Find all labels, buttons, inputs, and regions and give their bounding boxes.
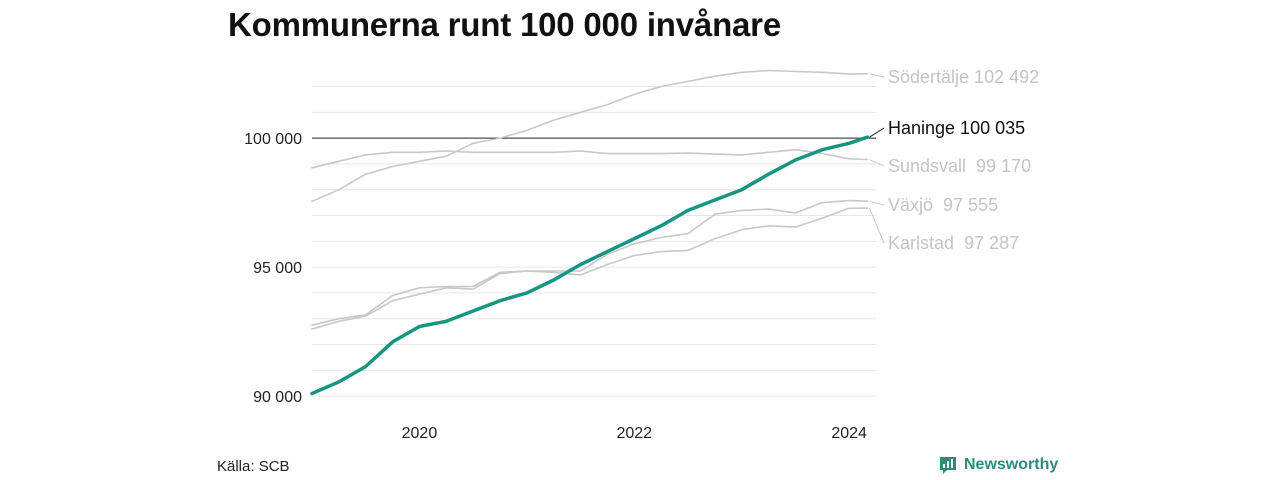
series-label: Haninge 100 035 — [888, 118, 1025, 138]
series-line-växjö — [311, 199, 869, 326]
brand-name: Newsworthy — [964, 456, 1059, 473]
y-tick-label: 100 000 — [244, 131, 302, 148]
series-line-södertälje — [311, 69, 869, 203]
y-tick-label: 90 000 — [253, 389, 302, 406]
series-label: Sundsvall 99 170 — [888, 156, 1031, 176]
series-line-sundsvall — [311, 148, 869, 169]
leader-line — [869, 200, 885, 206]
series-label: Södertälje 102 492 — [888, 67, 1039, 87]
y-tick-label: 95 000 — [253, 260, 302, 277]
series-label: Växjö 97 555 — [888, 195, 998, 215]
leader-line — [869, 159, 885, 167]
source-note: Källa: SCB — [217, 458, 290, 475]
chart-title: Kommunerna runt 100 000 invånare — [228, 6, 781, 43]
series-line-haninge — [310, 135, 870, 396]
x-tick-label: 2020 — [402, 425, 438, 442]
newsworthy-logo-icon — [940, 457, 956, 474]
x-tick-label: 2022 — [616, 425, 652, 442]
x-tick-label: 2024 — [831, 425, 867, 442]
brand-logo: Newsworthy — [938, 455, 1058, 475]
leader-line — [869, 73, 885, 78]
leader-line — [868, 207, 885, 244]
leader-line — [869, 127, 885, 138]
series-line-karlstad — [311, 207, 869, 330]
series-label: Karlstad 97 287 — [888, 233, 1019, 253]
